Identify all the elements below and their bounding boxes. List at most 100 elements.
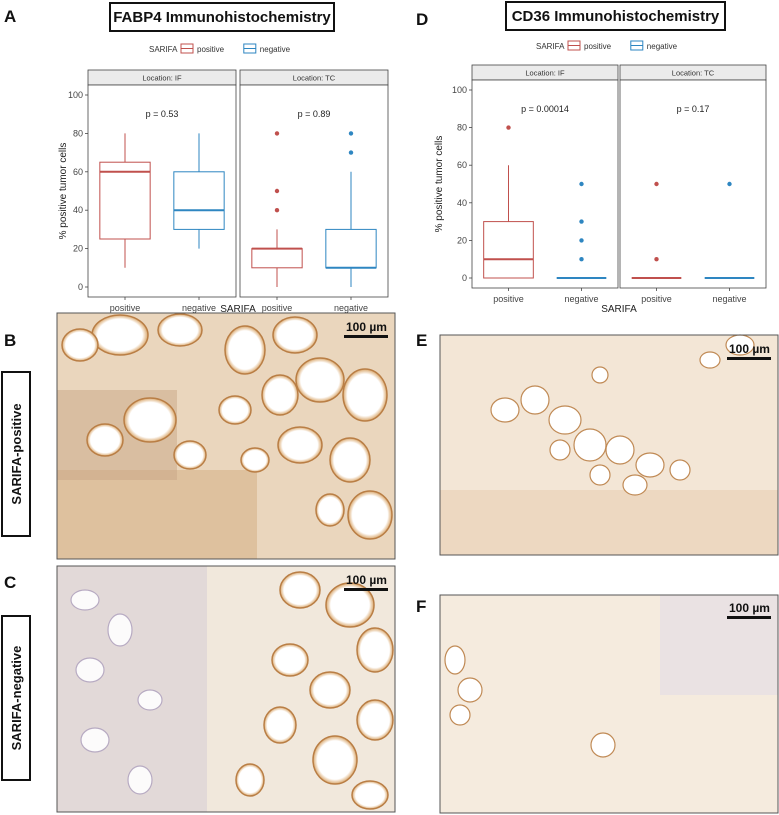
facet-strip-label: Location: IF — [525, 69, 565, 78]
y-tick-label: 80 — [73, 128, 83, 138]
scale-bar-b: 100 µm — [344, 320, 388, 338]
scale-bar-c: 100 µm — [344, 573, 388, 591]
micrograph-c — [56, 565, 396, 813]
y-tick-label: 40 — [457, 198, 467, 208]
y-tick-label: 0 — [462, 273, 467, 283]
legend-entry-positive: positive — [197, 45, 225, 54]
facet-if: Location: IF p = 0.53 positive negative — [87, 69, 237, 313]
x-axis-label: SARIFA — [220, 304, 256, 315]
y-tick-label: 40 — [73, 205, 83, 215]
outlier-point — [274, 208, 280, 213]
outlier-point — [274, 188, 280, 194]
y-tick-label: 80 — [457, 123, 467, 133]
panel-letter-d: D — [416, 10, 428, 29]
box-positive — [483, 125, 534, 279]
legend-title: SARIFA — [149, 45, 178, 54]
svg-text:100 µm: 100 µm — [729, 342, 770, 356]
x-tick-label: positive — [493, 294, 524, 304]
box-negative — [173, 133, 225, 249]
legend: SARIFA positive negative — [149, 43, 291, 54]
side-label-positive: SARIFA-positive — [1, 371, 31, 537]
legend-entry-negative: negative — [647, 42, 678, 51]
y-tick-label: 0 — [78, 282, 83, 292]
chart-title: CD36 Immunohistochemistry — [512, 8, 720, 25]
outlier-point — [654, 257, 659, 262]
x-tick-label: positive — [110, 303, 141, 313]
panel-letter-f: F — [416, 597, 426, 616]
x-tick-label: positive — [641, 294, 672, 304]
p-value: p = 0.00014 — [521, 104, 569, 114]
box-iqr — [173, 171, 225, 230]
outlier-point — [579, 219, 584, 224]
p-value: p = 0.53 — [146, 109, 179, 119]
panel-letter-b: B — [4, 331, 16, 350]
y-tick-label: 100 — [452, 85, 467, 95]
box-iqr — [251, 248, 303, 269]
chart-title-box — [109, 2, 335, 32]
micrograph-e — [439, 334, 779, 556]
p-value: p = 0.17 — [677, 104, 710, 114]
chart-title: FABP4 Immunohistochemistry — [113, 9, 331, 26]
y-tick-label: 60 — [73, 167, 83, 177]
facet-strip-label: Location: TC — [293, 74, 336, 83]
box-negative — [325, 131, 377, 287]
facet-strip-label: Location: TC — [672, 69, 715, 78]
y-tick-label: 60 — [457, 160, 467, 170]
outlier-point — [348, 150, 354, 155]
outlier-point — [654, 181, 659, 187]
outlier-point — [579, 257, 584, 262]
x-tick-label: positive — [262, 303, 293, 313]
box-negative — [704, 181, 755, 279]
svg-text:SARIFA-positive: SARIFA-positive — [9, 403, 24, 504]
x-tick-label: negative — [564, 294, 598, 304]
facet-if: Location: IF p = 0.00014 positive negative — [471, 64, 619, 304]
micrograph-f — [439, 594, 779, 814]
facet-tc: Location: TC p = 0.17 positive negative — [619, 64, 767, 304]
y-tick-label: 20 — [457, 235, 467, 245]
outlier-point — [579, 181, 584, 187]
legend-title: SARIFA — [536, 42, 565, 51]
side-label-negative: SARIFA-negative — [1, 615, 31, 781]
legend: SARIFA positive negative — [536, 40, 678, 51]
panel-letter-e: E — [416, 331, 427, 350]
box-positive — [631, 181, 682, 279]
chart-title-box — [505, 1, 726, 31]
x-axis-label: SARIFA — [601, 304, 637, 315]
x-tick-label: negative — [182, 303, 216, 313]
box-iqr — [99, 161, 151, 240]
cd36-boxplot: CD36 Immunohistochemistry SARIFA positive n… — [434, 1, 767, 315]
svg-text:100 µm: 100 µm — [346, 573, 387, 587]
x-tick-label: negative — [334, 303, 368, 313]
y-tick-label: 20 — [73, 244, 83, 254]
y-axis-label: % positive tumor cells — [434, 136, 445, 233]
facet-panel — [619, 79, 767, 289]
x-tick-label: negative — [712, 294, 746, 304]
box-positive — [99, 133, 151, 268]
fabp4-boxplot: FABP4 Immunohistochemistry SARIFA positive… — [58, 2, 389, 315]
p-value: p = 0.89 — [298, 109, 331, 119]
outlier-point — [506, 125, 511, 130]
box-negative — [556, 181, 607, 279]
scale-bar-f: 100 µm — [727, 601, 771, 619]
legend-entry-negative: negative — [260, 45, 291, 54]
box-iqr — [325, 228, 377, 269]
outlier-point — [348, 131, 354, 136]
svg-text:SARIFA-negative: SARIFA-negative — [9, 646, 24, 751]
micrograph-b — [56, 312, 396, 560]
box-positive — [251, 131, 303, 287]
svg-text:100 µm: 100 µm — [729, 601, 770, 615]
panel-letter-a: A — [4, 7, 16, 26]
y-tick-label: 100 — [68, 90, 83, 100]
box-iqr — [483, 221, 534, 279]
facet-tc: Location: TC p = 0.89 positive negative — [239, 69, 389, 313]
panel-letter-c: C — [4, 573, 16, 592]
legend-entry-positive: positive — [584, 42, 612, 51]
y-axis-label: % positive tumor cells — [58, 143, 69, 240]
svg-text:100 µm: 100 µm — [346, 320, 387, 334]
scale-bar-e: 100 µm — [727, 342, 771, 360]
outlier-point — [274, 131, 280, 136]
outlier-point — [579, 238, 584, 243]
facet-strip-label: Location: IF — [142, 74, 182, 83]
outlier-point — [727, 181, 732, 187]
